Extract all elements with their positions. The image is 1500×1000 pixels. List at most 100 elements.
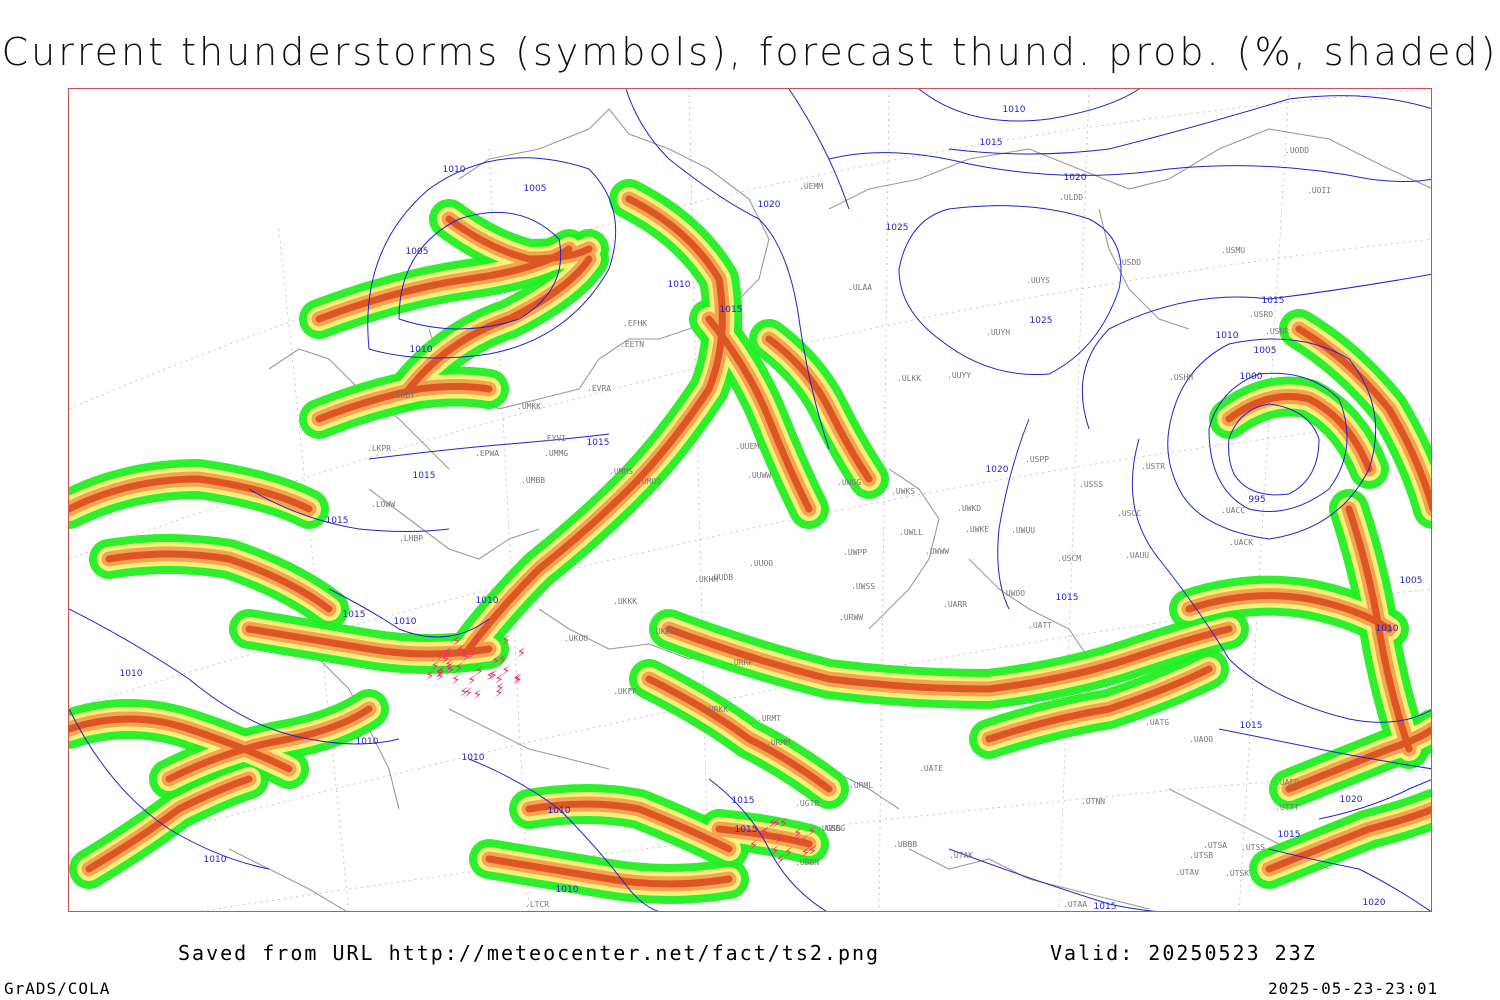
station-label: .UWSS [851, 582, 875, 591]
station-label: .UATG [1145, 718, 1169, 727]
thunderstorm-symbol: ⚡ [760, 826, 769, 841]
station-label: .UTAV [1175, 868, 1199, 877]
prob-band-4-9 [85, 775, 253, 873]
station-label: .UAOO [1189, 735, 1213, 744]
station-label: .UGSS [817, 824, 841, 833]
station-label: .ULAA [848, 283, 872, 292]
station-label: .UWPP [843, 548, 867, 557]
station-label: .UUYH [986, 328, 1010, 337]
station-label: .UBBN [795, 858, 819, 867]
station-label: .UTAA [1063, 900, 1087, 909]
station-label: .UWGG [837, 478, 861, 487]
thunderstorm-symbol: ⚡ [436, 667, 445, 682]
station-label: .UOII [1307, 186, 1331, 195]
isobar-label: 1015 [343, 610, 366, 620]
station-label: .UTAK [949, 851, 973, 860]
isobar-label: 1015 [413, 471, 436, 481]
prob-band-4-25 [765, 335, 873, 483]
station-label: .UAFO [1275, 778, 1299, 787]
prob-band-4-2 [405, 255, 593, 393]
isobar-label: 1010 [120, 669, 143, 679]
station-label: .EDDT [391, 391, 415, 400]
station-label: .UODD [1285, 146, 1309, 155]
isobar-label: 1015 [735, 825, 758, 835]
station-labels: .UEMM .ULDD .UODD .UOII .USMU .USDD .UUYS .ULAA… [367, 146, 1331, 909]
isobar-label: 1010 [356, 737, 379, 747]
thunderstorm-symbol: ⚡ [460, 647, 469, 662]
station-label: .UKDE [651, 627, 675, 636]
thunderstorm-symbol: ⚡ [435, 666, 444, 681]
thunderstorm-symbol: ⚡ [760, 826, 769, 841]
isobar-label: 1015 [587, 438, 610, 448]
prob-band-4-20 [525, 800, 733, 853]
prob-band-4-21 [485, 855, 733, 888]
thunderstorm-symbol: ⚡ [768, 817, 777, 832]
station-label: .USTR [1141, 462, 1165, 471]
thunder-probability-shading [69, 179, 1431, 904]
station-label: .USCM [1057, 554, 1081, 563]
thunderstorm-symbol: ⚡ [489, 669, 498, 684]
station-label: .UUYY [947, 371, 971, 380]
station-label: .LOWW [371, 500, 395, 509]
isobar-label: 1010 [443, 165, 466, 175]
thunderstorm-symbol: ⚡ [444, 658, 453, 673]
thunderstorm-symbol: ⚡ [779, 816, 788, 831]
station-label: .URML [849, 781, 873, 790]
isobar-label: 1020 [1064, 173, 1087, 183]
thunderstorm-symbol: ⚡ [452, 635, 461, 650]
thunderstorm-symbol: ⚡ [462, 651, 471, 666]
station-label: .URKK [704, 705, 728, 714]
thunderstorm-symbol: ⚡ [494, 686, 503, 701]
isobar-label: 1015 [1262, 296, 1285, 306]
thunderstorm-symbol: ⚡ [776, 853, 785, 868]
isobar-label: 1020 [986, 465, 1009, 475]
station-label: .UTNN [1081, 797, 1105, 806]
isobar-label: 1015 [1094, 902, 1117, 912]
thunderstorm-symbol: ⚡ [800, 834, 809, 849]
thunderstorm-symbol: ⚡ [455, 661, 464, 676]
forecast-map: 1010 1005 1005 1010 1010 1015 1020 1010 1015 1020… [68, 88, 1432, 912]
prob-band-4-6 [105, 550, 333, 613]
saved-label: Saved from URL [178, 941, 375, 965]
station-label: .UWLL [899, 528, 923, 537]
isobar-label: 1020 [758, 200, 781, 210]
prob-band-4-5 [69, 475, 313, 513]
station-label: .USRO [1249, 310, 1273, 319]
prob-band-4-14 [1185, 592, 1393, 633]
valid-label: Valid: [1050, 941, 1135, 965]
station-label: .USSS [1079, 480, 1103, 489]
station-label: .URWW [839, 613, 863, 622]
station-label: .UACK [1229, 538, 1253, 547]
station-label: .UWUU [1011, 526, 1035, 535]
thunderstorm-symbol: ⚡ [436, 650, 445, 665]
station-label: .ULDD [1059, 193, 1083, 202]
station-label: .UTSS [1241, 843, 1265, 852]
station-label: .UWKD [957, 504, 981, 513]
station-label: .EYVI [542, 434, 566, 443]
station-label: .UWKS [891, 487, 915, 496]
station-label: .UAUU [1125, 551, 1149, 560]
thunderstorm-symbol: ⚡ [495, 681, 504, 696]
thunderstorm-symbol: ⚡ [517, 646, 526, 661]
isobar-label: 1015 [1240, 721, 1263, 731]
isobar-label: 1020 [1363, 898, 1386, 908]
prob-layer-4 [69, 195, 1431, 888]
thunderstorm-symbol: ⚡ [749, 838, 758, 853]
thunderstorm-symbol: ⚡ [431, 659, 440, 674]
station-label: .UWOO [1001, 589, 1025, 598]
source-url[interactable]: http://meteocenter.net/fact/ts2.png [388, 941, 881, 965]
station-label: .UTSB [1189, 851, 1213, 860]
station-label: .UUYS [1026, 276, 1050, 285]
thunderstorm-symbol: ⚡ [464, 686, 473, 701]
station-label: .USCC [1117, 509, 1141, 518]
station-label: .URMT [757, 714, 781, 723]
station-label: .LKPR [367, 444, 391, 453]
isobar-label: 1010 [410, 345, 433, 355]
station-label: .UGTB [795, 799, 819, 808]
valid-time-line: Valid: 20250523 23Z [1050, 941, 1317, 965]
isobar-label: 1010 [394, 617, 417, 627]
thunderstorm-symbol: ⚡ [437, 665, 446, 680]
thunderstorm-symbol: ⚡ [512, 672, 521, 687]
thunderstorm-symbol: ⚡ [808, 824, 817, 839]
station-label: .ULKK [897, 374, 921, 383]
